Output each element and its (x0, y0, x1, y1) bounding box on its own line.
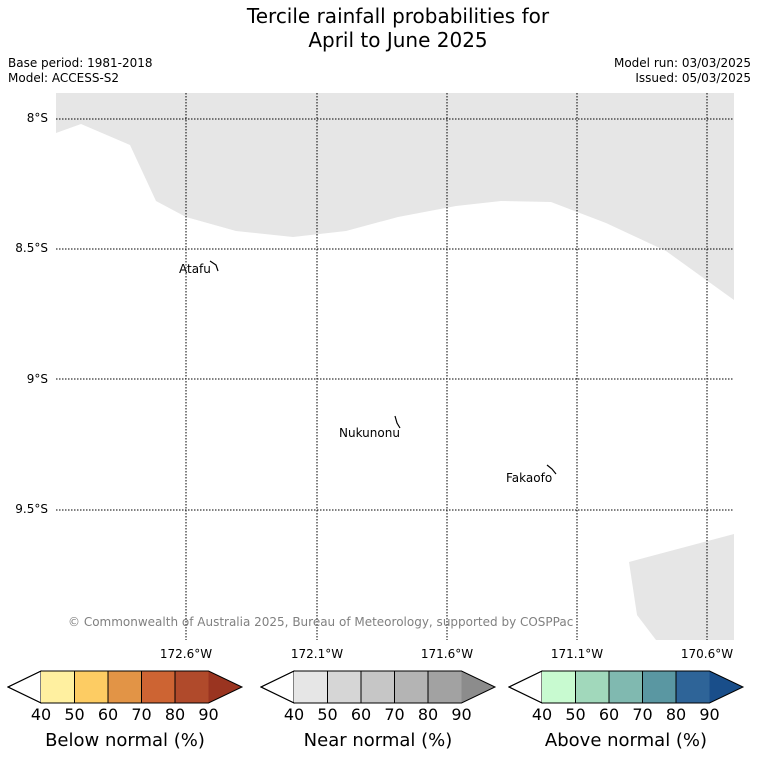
below-swatch-80 (175, 671, 209, 703)
near-tick-70: 70 (384, 705, 405, 724)
above-tick-50: 50 (565, 705, 586, 724)
above-normal-title: Above normal (%) (544, 730, 708, 751)
no-data-region-north (56, 93, 734, 300)
near-tick-60: 60 (350, 705, 372, 724)
above-swatch-70 (642, 671, 676, 703)
colorbar-below-normal (7, 670, 244, 704)
model-info-right: Model run: 03/03/2025 Issued: 05/03/2025 (614, 56, 751, 86)
above-tick-80: 80 (665, 705, 687, 724)
near-colorbar-outline (260, 670, 497, 704)
near-swatch-50 (327, 671, 361, 703)
nukunonu-atoll-outline (394, 415, 401, 429)
above-swatch-under (508, 670, 543, 704)
lat-label-8-5s: 8.5°S (15, 241, 48, 255)
place-label-nukunonu: Nukunonu (339, 426, 400, 440)
below-tick-40: 40 (30, 705, 52, 724)
below-normal-title: Below normal (%) (45, 730, 205, 751)
place-label-fakaofo: Fakaofo (506, 471, 552, 485)
above-swatch-40 (542, 671, 576, 703)
lat-label-9s: 9°S (26, 372, 48, 386)
below-tick-60: 60 (97, 705, 119, 724)
lon-label-171-1w: 171.1°W (550, 647, 604, 661)
model-run: Model run: 03/03/2025 (613, 56, 751, 70)
below-colorbar-outline (7, 670, 244, 704)
below-swatch-70 (141, 671, 175, 703)
fakaofo-atoll-outline (546, 464, 557, 475)
near-swatch-under (260, 670, 295, 704)
lon-label-172-6w: 172.6°W (159, 647, 213, 661)
above-tick-70: 70 (632, 705, 653, 724)
below-swatch-50 (74, 671, 108, 703)
below-tick-70: 70 (131, 705, 152, 724)
below-swatch-40 (41, 671, 75, 703)
above-swatch-50 (575, 671, 609, 703)
model-info-left: Base period: 1981-2018 Model: ACCESS-S2 (8, 56, 153, 86)
copyright-notice: © Commonwealth of Australia 2025, Bureau… (68, 615, 573, 629)
lat-label-8s: 8°S (26, 111, 48, 125)
lat-label-9-5s: 9.5°S (15, 502, 48, 516)
near-swatch-over (461, 671, 495, 703)
base-period: Base period: 1981-2018 (8, 56, 153, 70)
map-panel[interactable]: Atafu Nukunonu Fakaofo © Commonwealth of… (56, 93, 734, 640)
near-normal-title: Near normal (%) (303, 730, 453, 751)
lon-label-170-6w: 170.6°W (680, 647, 734, 661)
near-tick-80: 80 (417, 705, 439, 724)
near-swatch-60 (361, 671, 395, 703)
above-swatch-60 (609, 671, 643, 703)
title-line-2: April to June 2025 (308, 28, 488, 52)
atafu-atoll-outline (209, 260, 219, 272)
colorbar-above-normal (508, 670, 745, 704)
above-colorbar-outline (508, 670, 745, 704)
above-tick-90: 90 (699, 705, 720, 724)
title-line-1: Tercile rainfall probabilities for (246, 4, 550, 28)
near-tick-90: 90 (451, 705, 472, 724)
near-swatch-70 (394, 671, 428, 703)
below-swatch-under (7, 670, 42, 704)
place-label-atafu: Atafu (179, 262, 211, 276)
below-swatch-over (208, 671, 242, 703)
below-tick-90: 90 (198, 705, 219, 724)
map-canvas: Atafu Nukunonu Fakaofo © Commonwealth of… (56, 93, 734, 640)
above-swatch-over (709, 671, 743, 703)
lon-label-172-1w: 172.1°W (290, 647, 344, 661)
below-swatch-60 (108, 671, 142, 703)
graticule (56, 93, 734, 640)
lon-label-171-6w: 171.6°W (420, 647, 474, 661)
near-swatch-80 (428, 671, 462, 703)
above-tick-40: 40 (531, 705, 553, 724)
near-tick-50: 50 (317, 705, 338, 724)
near-swatch-40 (294, 671, 328, 703)
no-data-region-southeast (629, 534, 734, 640)
above-swatch-80 (676, 671, 710, 703)
below-tick-80: 80 (164, 705, 186, 724)
near-tick-40: 40 (283, 705, 305, 724)
model-name: Model: ACCESS-S2 (8, 71, 120, 85)
colorbar-near-normal (260, 670, 497, 704)
map-title: Tercile rainfall probabilities for April… (0, 4, 758, 52)
below-tick-50: 50 (64, 705, 85, 724)
above-tick-60: 60 (598, 705, 620, 724)
issued-date: Issued: 05/03/2025 (635, 71, 751, 85)
